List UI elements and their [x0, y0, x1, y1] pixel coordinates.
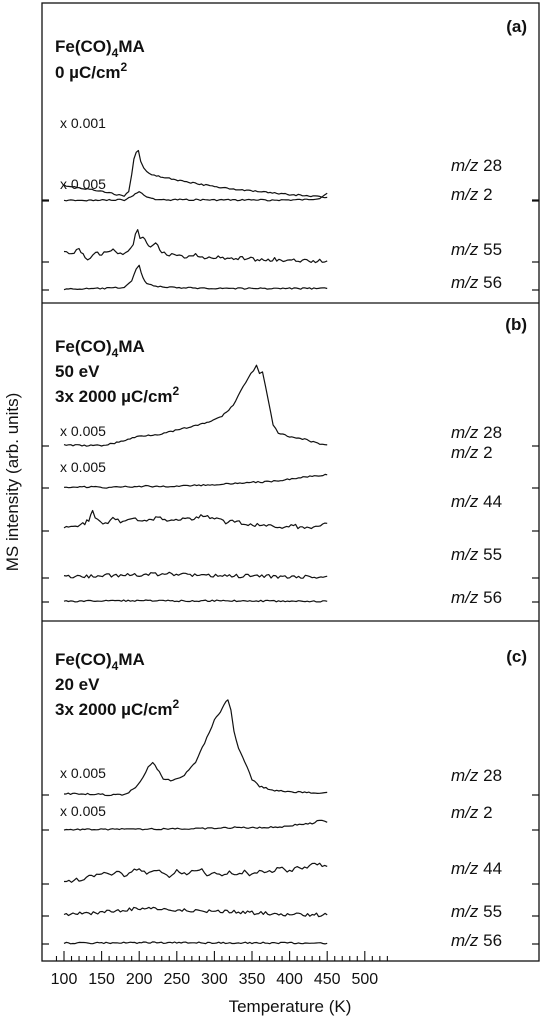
- x-tick-label-450: 450: [314, 971, 341, 988]
- series-label-a-mz2: m/z 2: [451, 185, 493, 204]
- multiplier-label-b-mz2: x 0.005: [60, 459, 106, 475]
- x-axis-label: Temperature (K): [229, 997, 352, 1016]
- series-line-a-mz28: [63, 149, 328, 199]
- series-label-b-mz55: m/z 55: [451, 545, 502, 564]
- series-label-c-mz28: m/z 28: [451, 766, 502, 785]
- series-label-c-mz2: m/z 2: [451, 803, 493, 822]
- multiplier-label-c-mz28: x 0.005: [60, 765, 106, 781]
- series-label-c-mz55: m/z 55: [451, 902, 502, 921]
- series-line-c-mz28: [64, 699, 328, 797]
- panel-title-line-b-1: 50 eV: [55, 362, 100, 381]
- multiplier-label-a-mz2: x 0.005: [60, 176, 106, 192]
- series-line-a-mz2: [63, 191, 328, 202]
- series-line-c-mz55: [63, 906, 328, 918]
- panel-label-c: (c): [506, 647, 527, 666]
- panel-title-line-b-0: Fe(CO)4MA: [55, 337, 145, 360]
- panel-title-line-a-0: Fe(CO)4MA: [55, 37, 145, 60]
- y-axis-label: MS intensity (arb. units): [3, 393, 22, 572]
- series-line-c-mz56: [63, 941, 328, 945]
- x-tick-label-300: 300: [201, 971, 228, 988]
- series-line-b-mz2: [63, 473, 328, 489]
- panel-b: (b) Fe(CO)4MA 50 eV 3x 2000 µC/cm2 x 0.005 m/…: [42, 315, 539, 607]
- x-axis: 100 150 200 250 300 350 400 450 500: [51, 951, 388, 988]
- plot-frame: [41, 2, 540, 962]
- series-line-a-mz55: [63, 229, 328, 264]
- series-label-b-mz28: m/z 28: [451, 423, 502, 442]
- multiplier-label-b-mz28: x 0.005: [60, 423, 106, 439]
- x-tick-label-500: 500: [351, 971, 378, 988]
- series-line-c-mz44: [64, 862, 328, 883]
- x-tick-label-350: 350: [239, 971, 266, 988]
- panel-title-line-c-2: 3x 2000 µC/cm2: [55, 697, 180, 719]
- series-label-a-mz28: m/z 28: [451, 156, 502, 175]
- panel-label-a: (a): [506, 17, 527, 36]
- x-tick-label-200: 200: [126, 971, 153, 988]
- series-label-a-mz55: m/z 55: [451, 240, 502, 259]
- x-tick-label-100: 100: [51, 971, 78, 988]
- series-line-b-mz44: [63, 509, 328, 530]
- panel-title-line-c-0: Fe(CO)4MA: [55, 650, 145, 673]
- series-line-b-mz28: [63, 364, 328, 447]
- x-tick-label-250: 250: [163, 971, 190, 988]
- series-label-c-mz56: m/z 56: [451, 931, 502, 950]
- series-line-b-mz55: [63, 571, 328, 579]
- series-line-c-mz2: [63, 819, 328, 831]
- x-tick-label-150: 150: [88, 971, 115, 988]
- series-label-c-mz44: m/z 44: [451, 859, 502, 878]
- panel-title-line-b-2: 3x 2000 µC/cm2: [55, 384, 180, 406]
- multiplier-label-c-mz2: x 0.005: [60, 803, 106, 819]
- series-label-b-mz56: m/z 56: [451, 588, 502, 607]
- x-tick-label-400: 400: [276, 971, 303, 988]
- series-label-b-mz2: m/z 2: [451, 443, 493, 462]
- series-line-a-mz56: [63, 264, 328, 291]
- panel-label-b: (b): [505, 315, 527, 334]
- series-line-b-mz56: [63, 599, 328, 603]
- multiplier-label-a-mz28: x 0.001: [60, 115, 106, 131]
- panel-c: (c) Fe(CO)4MA 20 eV 3x 2000 µC/cm2 x 0.005 m/…: [42, 647, 539, 950]
- series-label-a-mz56: m/z 56: [451, 273, 502, 292]
- series-label-b-mz44: m/z 44: [451, 492, 502, 511]
- panel-title-line-c-1: 20 eV: [55, 675, 100, 694]
- panel-title-line-a-1: 0 µC/cm2: [55, 60, 128, 82]
